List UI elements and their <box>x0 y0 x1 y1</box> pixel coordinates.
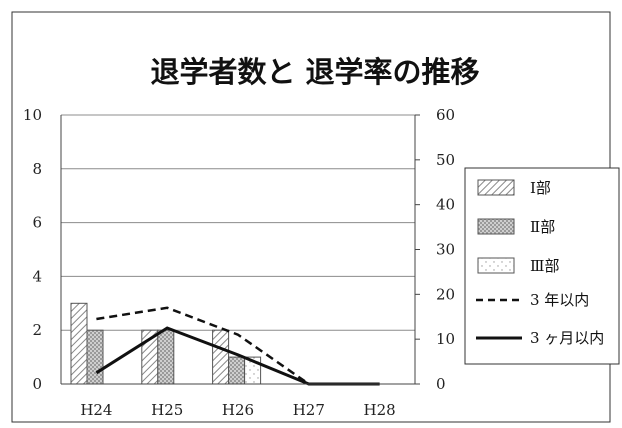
bar <box>70 302 88 385</box>
legend-label: 3 ヶ月以内 <box>530 329 604 347</box>
right-tick-label: 20 <box>436 285 455 303</box>
right-tick-label: 60 <box>436 106 455 124</box>
right-tick-label: 50 <box>436 151 455 169</box>
chart-title: 退学者数と 退学率の推移 <box>150 55 479 89</box>
right-tick-label: 30 <box>436 241 455 259</box>
x-tick-label: H26 <box>222 401 254 419</box>
x-tick-label: H24 <box>80 401 112 419</box>
x-tick-label: H28 <box>364 401 396 419</box>
legend-swatch <box>477 257 515 274</box>
left-tick-label: 0 <box>32 375 42 393</box>
right-tick-label: 0 <box>436 375 446 393</box>
legend-label: Ⅲ部 <box>530 257 559 275</box>
left-tick-label: 10 <box>23 106 42 124</box>
left-tick-label: 2 <box>32 321 42 339</box>
bar <box>212 329 230 385</box>
x-tick-label: H25 <box>151 401 183 419</box>
gridlines <box>61 114 415 331</box>
line-series-3-years <box>96 306 380 386</box>
left-tick-label: 4 <box>32 267 42 285</box>
left-tick-label: 8 <box>32 160 42 178</box>
bar <box>86 329 104 385</box>
legend-label: Ⅰ部 <box>530 179 551 197</box>
x-tick-label: H27 <box>293 401 325 419</box>
legend-label: 3 年以内 <box>530 291 589 309</box>
right-tick-label: 40 <box>436 196 455 214</box>
left-tick-label: 6 <box>32 214 42 232</box>
legend: Ⅰ部 Ⅱ部 Ⅲ部 3 年以内 3 ヶ月以内 <box>464 167 620 365</box>
legend-swatch <box>477 218 515 235</box>
tick-labels: 0 2 4 6 8 10 0 10 20 30 40 50 60 H24 H25 H26 H27 H28 <box>23 106 455 419</box>
bar <box>228 356 246 385</box>
bar <box>157 329 175 385</box>
right-tick-label: 10 <box>436 330 455 348</box>
legend-swatch <box>477 179 515 196</box>
legend-label: Ⅱ部 <box>530 218 555 236</box>
